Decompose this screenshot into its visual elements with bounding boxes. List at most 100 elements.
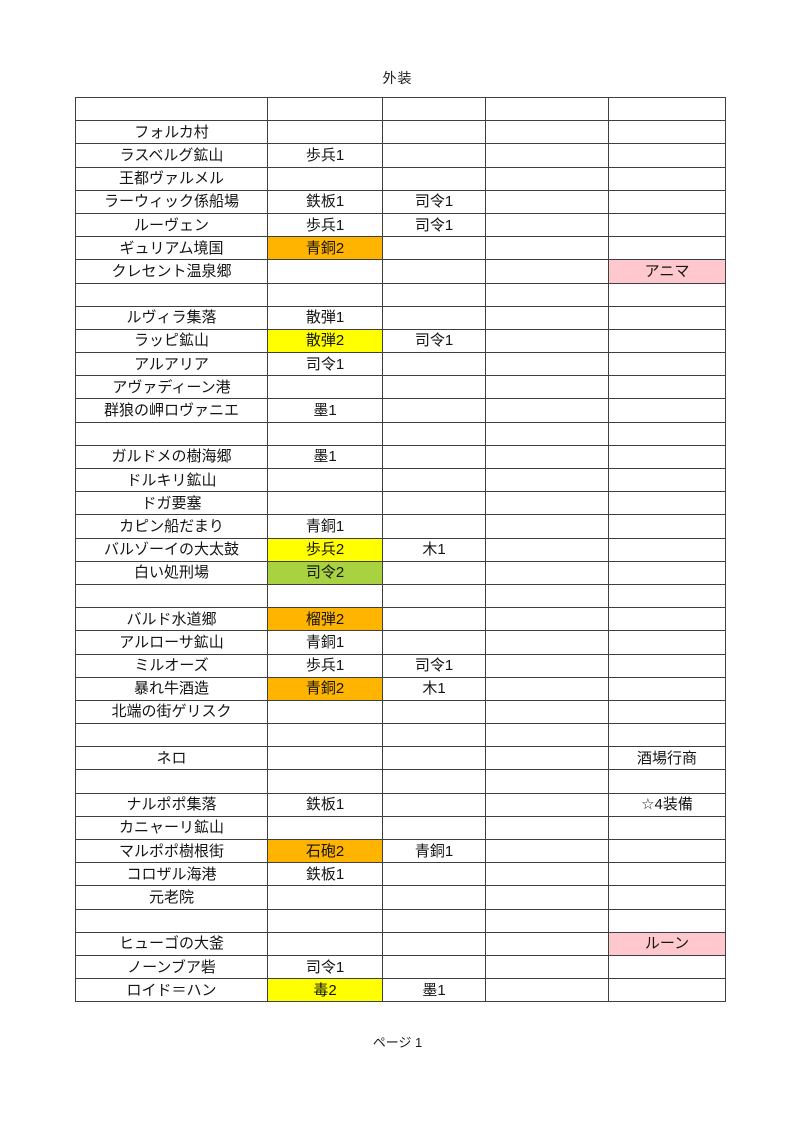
slot1-cell: 歩兵1 [267, 653, 383, 678]
table-row: ラッピ鉱山 散弾2 司令1 [75, 328, 726, 354]
slot3-cell [485, 607, 609, 632]
location-cell: ロイド＝ハン [75, 978, 268, 1003]
note-cell [608, 653, 726, 678]
slot2-cell [382, 815, 486, 841]
location-cell: ガルドメの樹海郷 [75, 444, 268, 470]
slot1-cell: 榴弾2 [267, 607, 383, 632]
slot3-cell [485, 375, 609, 400]
slot3-cell [485, 236, 609, 261]
table-row: ヒューゴの大釜 ルーン [75, 931, 726, 956]
slot1-cell [267, 931, 383, 956]
slot1-cell [267, 885, 383, 910]
slot2-cell [382, 954, 486, 980]
location-cell: 北端の街ゲリスク [75, 699, 268, 725]
slot2-cell [382, 491, 486, 516]
table-row: 暴れ牛酒造 青銅2 木1 [75, 676, 726, 701]
slot1-cell: 墨1 [267, 398, 383, 423]
note-cell [608, 885, 726, 910]
note-cell [608, 838, 726, 864]
slot3-cell [485, 212, 609, 238]
table-row: コロザル海港 鉄板1 [75, 862, 726, 887]
slot2-cell [382, 514, 486, 539]
slot3-cell [485, 467, 609, 493]
slot3-cell [485, 514, 609, 539]
slot2-cell [382, 723, 486, 748]
slot2-cell [382, 607, 486, 632]
slot3-cell [485, 978, 609, 1003]
location-cell: アルアリア [75, 352, 268, 377]
table-row [75, 723, 726, 748]
note-cell [608, 236, 726, 261]
slot3-cell [485, 120, 609, 145]
table-row: バルゾーイの大太鼓 歩兵2 木1 [75, 537, 726, 562]
slot2-cell [382, 746, 486, 771]
slot3-cell [485, 769, 609, 794]
location-cell: アヴァディーン港 [75, 375, 268, 400]
note-cell [608, 862, 726, 887]
slot1-cell: 青銅2 [267, 676, 383, 701]
location-cell: ドガ要塞 [75, 491, 268, 516]
slot3-cell [485, 630, 609, 655]
table-row: カピン船だまり 青銅1 [75, 514, 726, 539]
table-row: ドルキリ鉱山 [75, 467, 726, 493]
slot3-cell [485, 653, 609, 678]
slot3-cell [485, 259, 609, 284]
slot1-cell: 散弾1 [267, 305, 383, 330]
slot1-cell [267, 166, 383, 191]
table-row [75, 908, 726, 933]
note-cell [608, 375, 726, 400]
slot2-cell [382, 908, 486, 933]
slot3-cell [485, 792, 609, 817]
table-row [75, 421, 726, 446]
location-cell: ドルキリ鉱山 [75, 467, 268, 493]
note-cell [608, 143, 726, 168]
slot3-cell [485, 166, 609, 191]
table-row: ノーンブア砦 司令1 [75, 954, 726, 980]
slot3-cell [485, 421, 609, 446]
slot3-cell [485, 583, 609, 609]
page-footer: ページ 1 [372, 1035, 423, 1050]
slot2-cell: 墨1 [382, 978, 486, 1003]
note-cell [608, 676, 726, 701]
note-cell [608, 514, 726, 539]
slot1-cell [267, 259, 383, 284]
slot3-cell [485, 398, 609, 423]
note-cell [608, 954, 726, 980]
slot2-cell [382, 120, 486, 145]
slot1-cell [267, 746, 383, 771]
table-row [75, 583, 726, 609]
location-cell: 白い処刑場 [75, 560, 268, 585]
table-row: アルアリア 司令1 [75, 352, 726, 377]
note-cell [608, 282, 726, 307]
slot3-cell [485, 96, 609, 122]
slot2-cell [382, 143, 486, 168]
slot1-cell [267, 583, 383, 609]
slot1-cell: 石砲2 [267, 838, 383, 864]
slot1-cell: 青銅1 [267, 514, 383, 539]
note-cell [608, 398, 726, 423]
slot3-cell [485, 746, 609, 771]
slot1-cell: 散弾2 [267, 328, 383, 354]
location-cell: コロザル海港 [75, 862, 268, 887]
slot2-cell [382, 630, 486, 655]
slot1-cell [267, 769, 383, 794]
note-cell: ルーン [608, 931, 726, 956]
slot3-cell [485, 537, 609, 562]
table-row: 北端の街ゲリスク [75, 699, 726, 725]
slot2-cell [382, 96, 486, 122]
slot3-cell [485, 676, 609, 701]
note-cell [608, 467, 726, 493]
location-cell [75, 421, 268, 446]
note-cell [608, 444, 726, 470]
note-cell [608, 908, 726, 933]
slot2-cell [382, 862, 486, 887]
slot2-cell [382, 467, 486, 493]
table-row: ルヴィラ集落 散弾1 [75, 305, 726, 330]
slot2-cell [382, 792, 486, 817]
slot2-cell [382, 236, 486, 261]
location-cell [75, 96, 268, 122]
slot1-cell: 鉄板1 [267, 189, 383, 214]
slot2-cell: 司令1 [382, 212, 486, 238]
note-cell [608, 630, 726, 655]
slot1-cell [267, 491, 383, 516]
